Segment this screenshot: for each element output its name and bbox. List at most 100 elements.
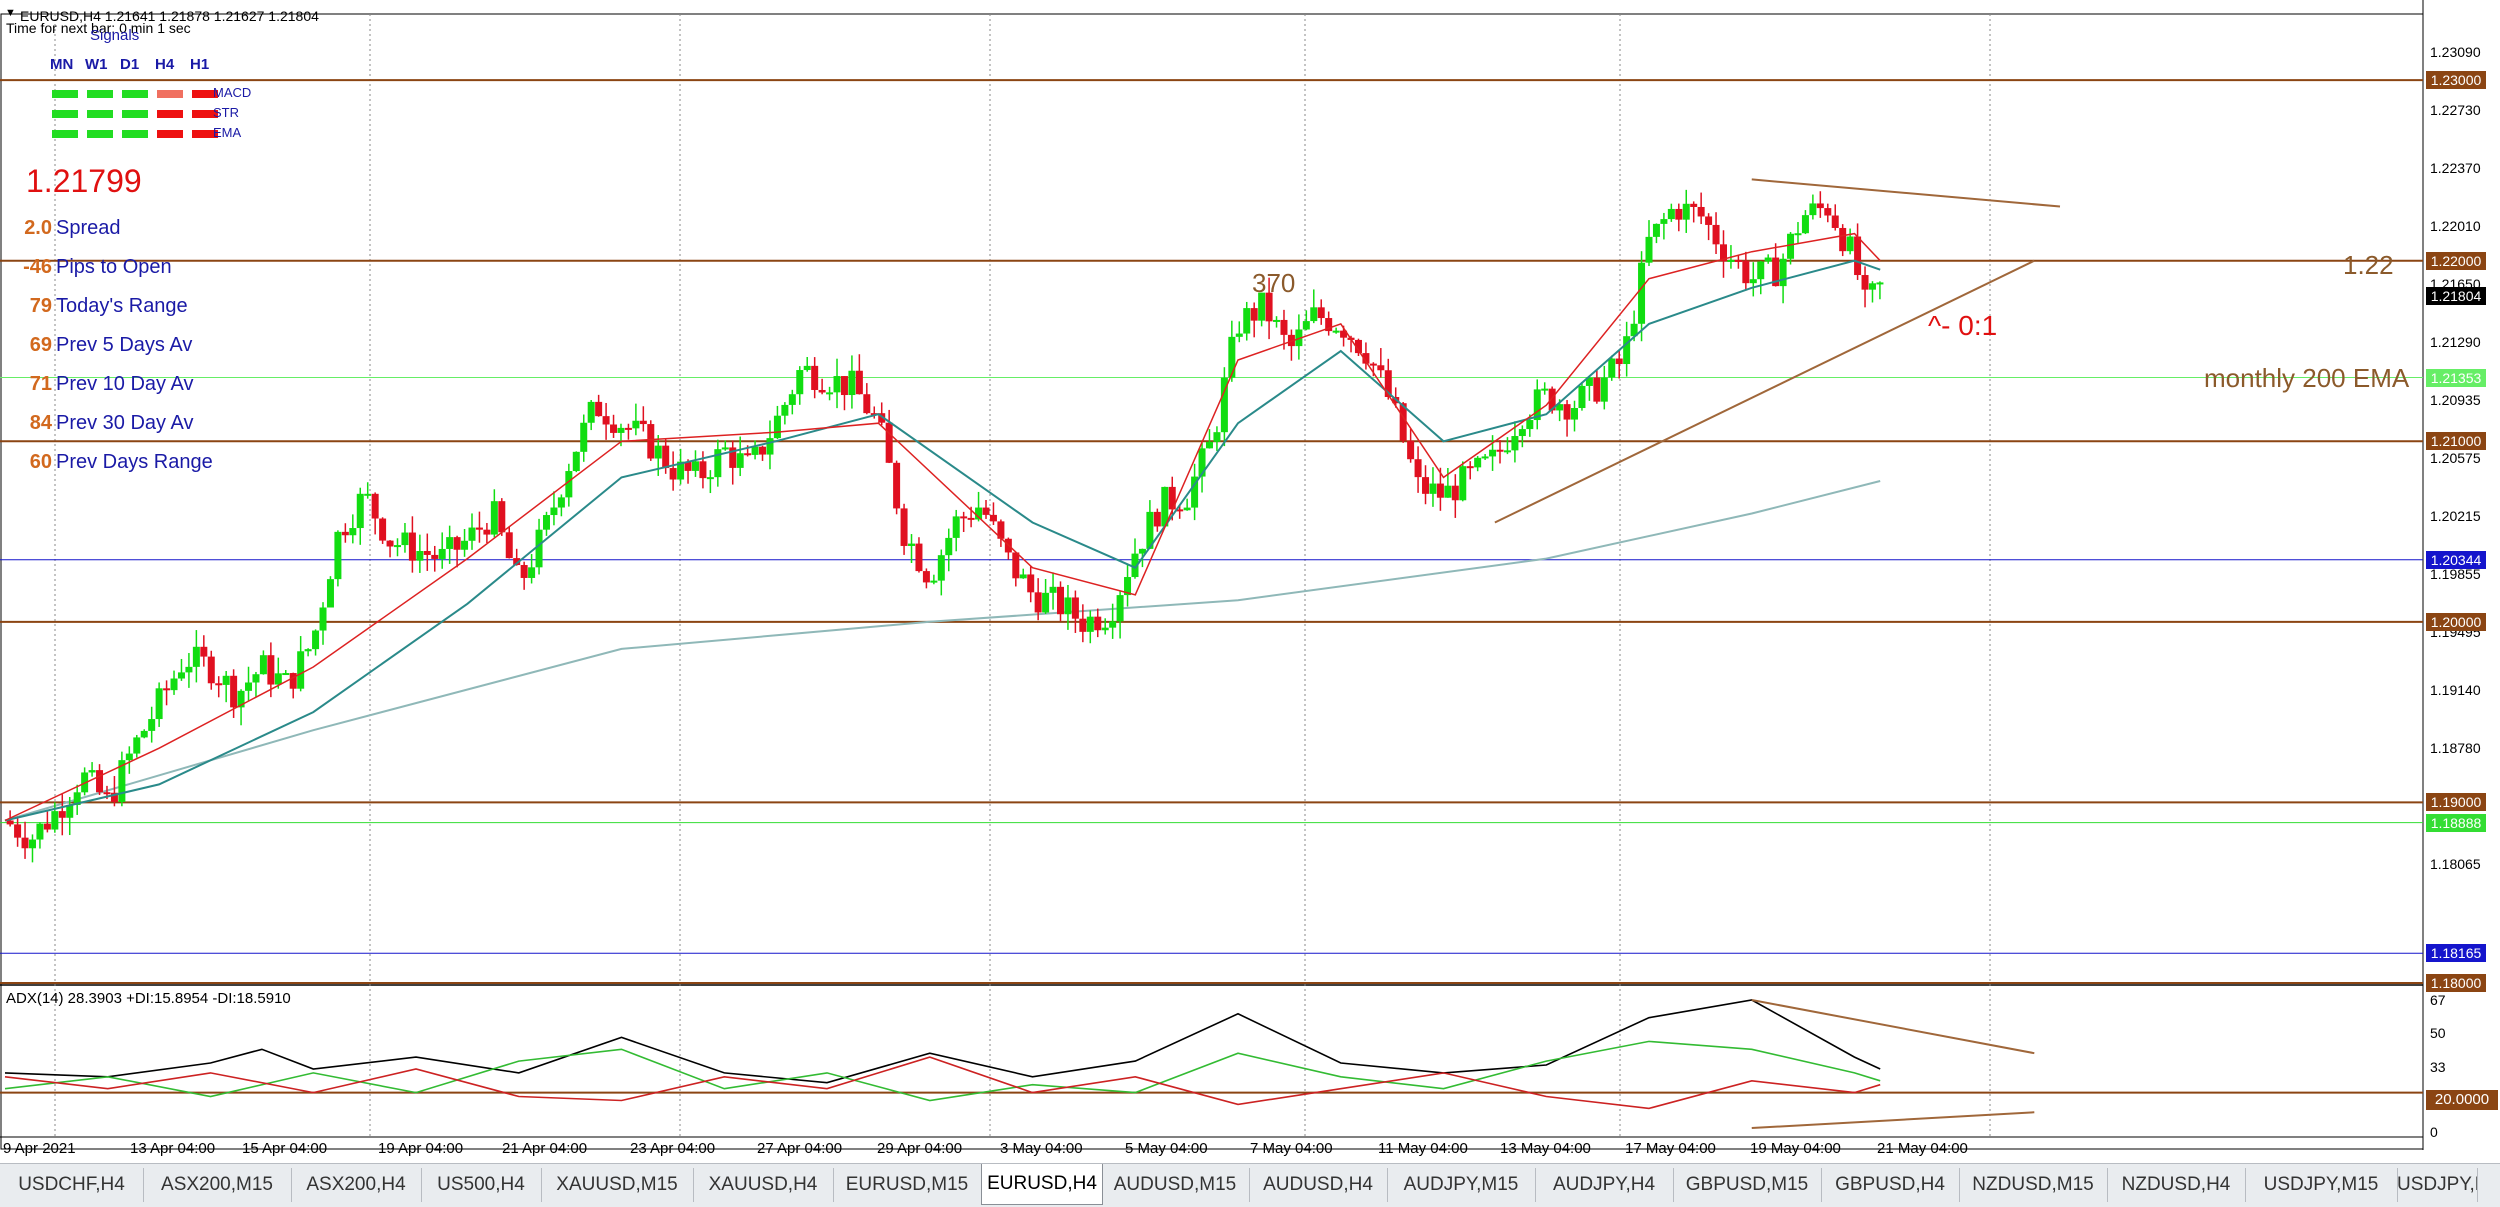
candle-bear <box>103 792 111 795</box>
candle-bear <box>1697 206 1705 217</box>
candle-bull <box>1205 441 1213 449</box>
signal-cell <box>192 110 218 118</box>
candle-bull <box>781 404 789 416</box>
ema-200-line <box>4 480 1881 822</box>
candle-bull <box>1183 507 1191 511</box>
candle-bear <box>386 540 394 547</box>
price-level-label: 1.18888 <box>2426 813 2486 832</box>
candle-bear <box>1317 307 1325 319</box>
candle-bull <box>1787 233 1795 259</box>
candle-bull <box>148 719 156 731</box>
candle-bull <box>632 420 640 429</box>
candle-bull <box>446 537 454 549</box>
candle-bull <box>1213 432 1221 442</box>
tab-gbpusd-h4[interactable]: GBPUSD,H4 <box>1821 1168 1960 1202</box>
time-tick: 19 May 04:00 <box>1750 1140 1841 1157</box>
candle-bull <box>1332 330 1340 333</box>
candle-bear <box>1250 308 1258 321</box>
candle-bull <box>714 449 722 478</box>
candle-bear <box>110 792 118 803</box>
candle-bear <box>513 558 521 566</box>
price-tick: 1.20575 <box>2430 450 2481 466</box>
price-level-label: 1.23000 <box>2426 71 2486 90</box>
candle-bull <box>326 579 334 608</box>
candle-bear <box>453 537 461 550</box>
candle-bear <box>893 462 901 509</box>
candle-bull <box>468 527 476 541</box>
tab-asx200-h4[interactable]: ASX200,H4 <box>291 1168 422 1202</box>
candle-bull <box>1623 336 1631 365</box>
time-tick: 15 Apr 04:00 <box>242 1140 328 1157</box>
candle-bear <box>163 688 171 691</box>
candle-bull <box>1243 308 1251 334</box>
candle-bull <box>177 672 185 679</box>
tab-audusd-m15[interactable]: AUDUSD,M15 <box>1101 1168 1250 1202</box>
tab-usdjpy-m15[interactable]: USDJPY,M15 <box>2245 1168 2398 1202</box>
tab-eurusd-h4[interactable]: EURUSD,H4 <box>981 1164 1103 1205</box>
adx-trendline <box>1751 1111 2035 1130</box>
price-tick: 1.20935 <box>2430 392 2481 408</box>
ratio-annotation: ^- 0:1 <box>1928 310 1998 341</box>
tab-gbpusd-m15[interactable]: GBPUSD,M15 <box>1673 1168 1822 1202</box>
candle-bull <box>1146 511 1154 549</box>
tab-xauusd-h4[interactable]: XAUUSD,H4 <box>693 1168 834 1202</box>
tab-nzdusd-m15[interactable]: NZDUSD,M15 <box>1959 1168 2108 1202</box>
candle-bear <box>1839 227 1847 252</box>
candle-bear <box>498 501 506 533</box>
candle-bear <box>885 422 893 463</box>
candle-bear <box>475 527 483 530</box>
tab-eurusd-m15[interactable]: EURUSD,M15 <box>833 1168 982 1202</box>
tab-audjpy-m15[interactable]: AUDJPY,M15 <box>1387 1168 1536 1202</box>
tab-nzdusd-h4[interactable]: NZDUSD,H4 <box>2107 1168 2246 1202</box>
candle-bear <box>1831 215 1839 228</box>
price-level-label: 1.22000 <box>2426 251 2486 270</box>
tab-usdchf-h4[interactable]: USDCHF,H4 <box>0 1168 144 1202</box>
candle-bull <box>1630 323 1638 337</box>
tab-usdjpy-h4[interactable]: USDJPY,H4 <box>2397 1168 2478 1202</box>
tab-audusd-h4[interactable]: AUDUSD,H4 <box>1249 1168 1388 1202</box>
tab-audjpy-h4[interactable]: AUDJPY,H4 <box>1535 1168 1674 1202</box>
tab-us500-h4[interactable]: US500,H4 <box>421 1168 542 1202</box>
signal-cell <box>52 130 78 138</box>
candle-bear <box>14 824 22 838</box>
horizontal-levels <box>0 79 2423 984</box>
candle-bull <box>88 770 96 773</box>
ema-lines <box>4 232 1881 822</box>
candle-bear <box>207 656 215 684</box>
candle-bear <box>1034 592 1042 613</box>
price-tick: 1.18780 <box>2430 740 2481 756</box>
signal-cell <box>157 110 183 118</box>
signal-label-macd: MACD <box>213 85 252 100</box>
stat-label: Today's Range <box>56 295 188 317</box>
tab-asx200-m15[interactable]: ASX200,M15 <box>143 1168 292 1202</box>
candle-bull <box>1541 388 1549 391</box>
signal-cell <box>52 90 78 98</box>
candle-bull <box>654 445 662 459</box>
candle-bull <box>1511 436 1519 451</box>
candle-bull <box>1191 476 1199 508</box>
stat-value: 71 <box>29 373 52 395</box>
candle-bear <box>1056 586 1064 615</box>
candle-bull <box>334 531 342 580</box>
candle-bear <box>1280 319 1288 335</box>
candle-bull <box>245 682 253 691</box>
candle-bear <box>1265 292 1273 322</box>
stat-label: Prev 30 Day Av <box>56 412 194 434</box>
menu-arrow-icon[interactable]: ▼ <box>5 7 16 19</box>
candles <box>6 189 1884 863</box>
price-level-label: 1.18000 <box>2426 974 2486 992</box>
price-level-label: 1.21353 <box>2426 368 2486 387</box>
candle-bear <box>379 518 387 541</box>
candle-bull <box>572 451 580 472</box>
time-tick: 19 Apr 04:00 <box>378 1140 464 1157</box>
candle-bear <box>1094 616 1102 631</box>
candle-bear <box>1354 339 1362 354</box>
candle-bear <box>1362 353 1370 364</box>
candle-bull <box>1876 282 1884 285</box>
price-tick: 1.19140 <box>2430 682 2481 698</box>
candle-bull <box>1846 236 1854 252</box>
signal-cell <box>122 110 148 118</box>
tab-xauusd-m15[interactable]: XAUUSD,M15 <box>541 1168 694 1202</box>
candle-bull <box>952 516 960 538</box>
